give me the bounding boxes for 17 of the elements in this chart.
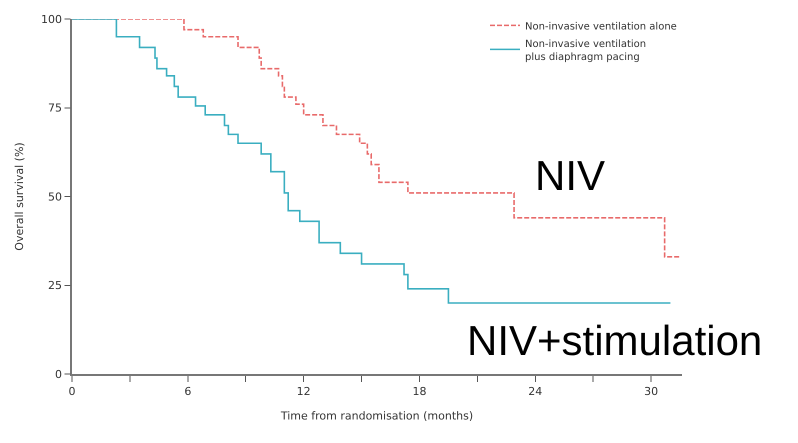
x-tick-label: 24 — [528, 384, 542, 398]
legend-label: Non-invasive ventilation alone — [525, 21, 677, 32]
x-axis-title: Time from randomisation (months) — [280, 410, 474, 423]
x-tick-label: 18 — [412, 384, 426, 398]
x-tick-label: 0 — [68, 384, 76, 398]
y-axis-title: Overall survival (%) — [13, 142, 26, 251]
annotation: NIV+stimulation — [467, 317, 762, 364]
x-tick-label: 30 — [644, 384, 658, 398]
y-tick-label: 25 — [48, 279, 62, 292]
x-tick-label: 12 — [296, 384, 311, 398]
x-tick-label: 6 — [184, 384, 192, 398]
y-tick-label: 50 — [48, 190, 62, 204]
legend-label: Non-invasive ventilation plus diaphragm pacing — [525, 38, 646, 63]
y-tick-label: 75 — [48, 102, 62, 115]
y-tick-label: 0 — [55, 368, 62, 381]
annotation: NIV — [535, 152, 606, 199]
y-tick-label: 100 — [41, 12, 62, 26]
